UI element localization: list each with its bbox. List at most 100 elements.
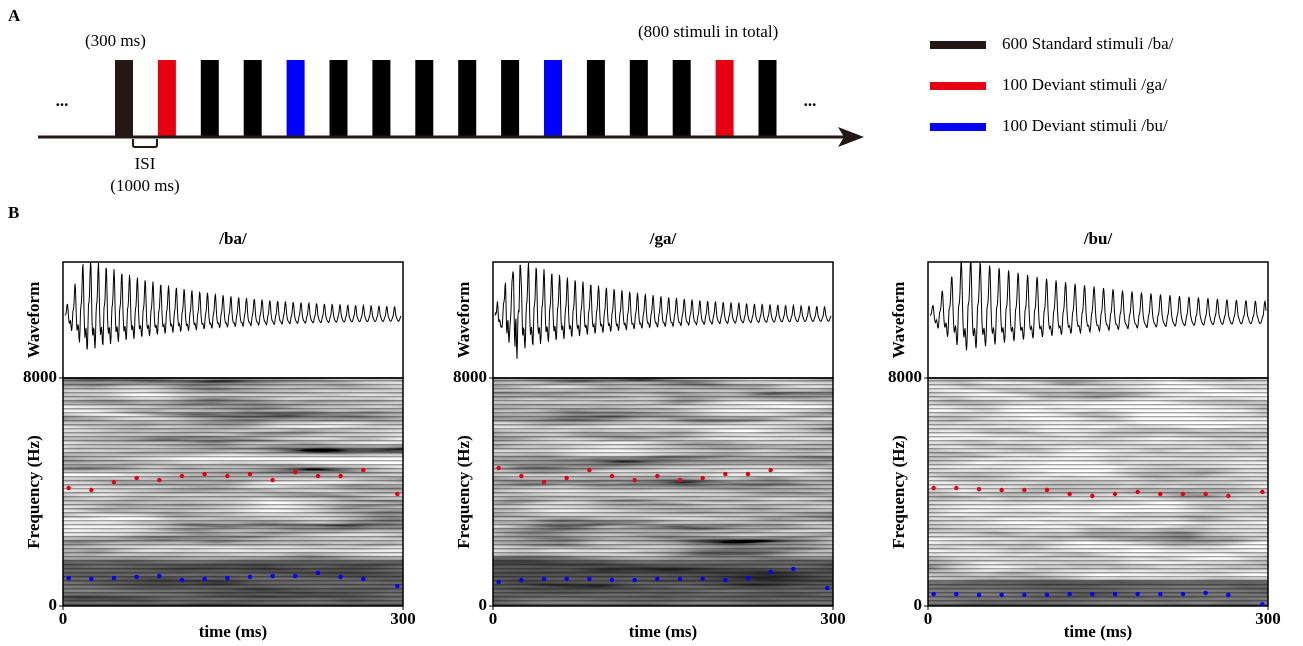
- formant-point: [1112, 591, 1118, 597]
- formant-point: [1022, 487, 1027, 493]
- formant-point: [519, 577, 524, 583]
- waveform-label: Waveform: [24, 282, 43, 358]
- formant-point: [1226, 493, 1231, 499]
- formant-point: [632, 477, 637, 483]
- x-tick-label: 300: [390, 609, 416, 628]
- formant-point: [315, 473, 321, 479]
- formant-point: [338, 473, 343, 479]
- formant-point: [1090, 493, 1095, 499]
- formant-point: [247, 574, 253, 580]
- stimulus-bar: [586, 60, 605, 137]
- formant-point: [66, 485, 71, 491]
- waveform-label: Waveform: [454, 282, 473, 358]
- formant-point: [225, 473, 230, 479]
- formant-point: [202, 576, 207, 582]
- waveform: [494, 262, 832, 359]
- formant-point: [677, 576, 683, 582]
- x-tick-label: 0: [59, 609, 68, 628]
- panel-title: /ga/: [649, 229, 677, 248]
- formant-point: [655, 473, 660, 479]
- spectrogram-frame: [62, 377, 404, 607]
- formant-point: [361, 576, 366, 582]
- stimulus-bar: [672, 60, 691, 137]
- formant-point: [723, 577, 728, 583]
- formant-point: [1260, 602, 1265, 607]
- spectrogram-frame: [492, 377, 834, 607]
- stimulus-bar: [758, 60, 777, 137]
- formant-point: [632, 577, 637, 583]
- formant-point: [700, 576, 705, 582]
- y-tick-label: 8000: [453, 367, 487, 386]
- isi-duration: (1000 ms): [110, 176, 179, 195]
- stimulus-bar: [200, 60, 219, 137]
- formant-point: [768, 467, 773, 473]
- formant-point: [931, 485, 936, 491]
- stimulus-bar: [544, 60, 562, 137]
- formant-point: [931, 591, 936, 597]
- legend-label: 600 Standard stimuli /ba/: [1002, 34, 1174, 53]
- formant-point: [609, 473, 615, 479]
- formant-point: [157, 477, 162, 483]
- formant-point: [1044, 592, 1050, 598]
- formant-point: [1158, 491, 1163, 497]
- x-tick-label: 0: [489, 609, 498, 628]
- formant-point: [89, 487, 94, 493]
- formant-point: [179, 473, 185, 479]
- formant-point: [134, 574, 139, 580]
- y-tick-label: 8000: [888, 367, 922, 386]
- formant-point: [564, 475, 569, 481]
- formant-point: [270, 477, 275, 483]
- stimulus-bar: [329, 60, 348, 137]
- formant-point: [791, 566, 796, 572]
- stimulus-bar: [415, 60, 434, 137]
- y-tick-label: 0: [914, 595, 923, 614]
- formant-point: [976, 486, 982, 492]
- formant-point: [1067, 591, 1072, 597]
- formant-point: [519, 473, 524, 479]
- x-tick-label: 300: [820, 609, 846, 628]
- formant-point: [1203, 491, 1208, 497]
- stimulus-bar: [715, 60, 734, 137]
- formant-point: [1260, 489, 1265, 495]
- formant-point: [1226, 592, 1231, 598]
- y-axis-label: Frequency (Hz): [454, 435, 473, 548]
- formant-point: [999, 592, 1004, 598]
- formant-point: [1180, 591, 1186, 597]
- formant-point: [270, 573, 275, 579]
- formant-point: [745, 471, 751, 477]
- waveform: [929, 260, 1267, 351]
- legend-swatch: [930, 41, 986, 49]
- formant-point: [677, 477, 683, 483]
- formant-point: [1090, 591, 1095, 597]
- formant-point: [225, 575, 230, 581]
- formant-point: [655, 576, 660, 582]
- formant-point: [564, 576, 569, 582]
- formant-point: [395, 583, 400, 589]
- isi-bracket: [132, 139, 158, 148]
- legend-label: 100 Deviant stimuli /ga/: [1002, 75, 1167, 94]
- ellipsis: ...: [56, 91, 69, 110]
- stimulus-bar: [115, 60, 133, 137]
- formant-point: [954, 591, 959, 597]
- formant-point: [541, 576, 547, 582]
- formant-point: [1158, 591, 1163, 597]
- formant-point: [609, 577, 615, 583]
- y-tick-label: 0: [49, 595, 58, 614]
- formant-point: [157, 573, 162, 579]
- low-band: [63, 555, 403, 606]
- formant-point: [66, 575, 71, 581]
- panel-label: B: [8, 203, 19, 222]
- stimulus-bar: [501, 60, 520, 137]
- formant-point: [202, 471, 207, 477]
- formant-point: [1022, 592, 1027, 598]
- duration-label: (300 ms): [85, 31, 146, 50]
- formant-point: [89, 576, 94, 582]
- formant-point: [1135, 489, 1140, 495]
- formant-point: [111, 575, 117, 581]
- ellipsis: ...: [804, 91, 817, 110]
- panel-title: /bu/: [1083, 229, 1113, 248]
- formant-point: [587, 576, 592, 582]
- y-tick-label: 0: [479, 595, 488, 614]
- formant-point: [976, 592, 982, 598]
